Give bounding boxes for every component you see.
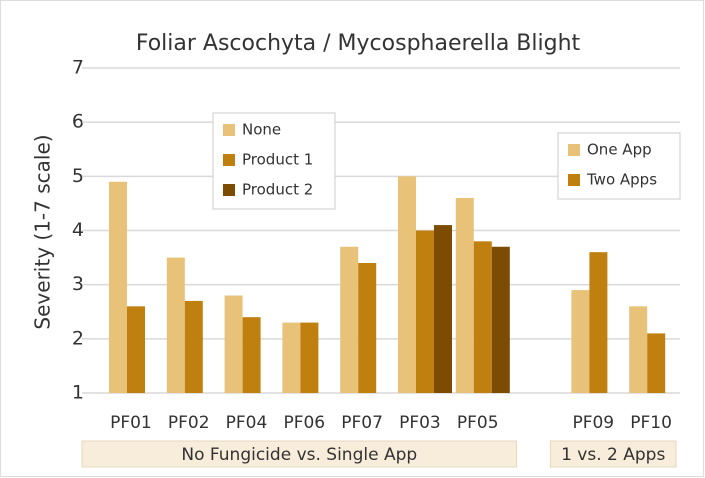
- legend-label: One App: [587, 141, 652, 159]
- y-tick-label: 3: [72, 273, 84, 295]
- x-tick-label: PF02: [168, 413, 210, 433]
- bar: [455, 198, 474, 393]
- bar: [282, 322, 301, 393]
- x-tick-label: PF01: [110, 413, 152, 433]
- y-tick-label: 2: [72, 327, 84, 349]
- bar: [224, 295, 243, 393]
- bar: [473, 241, 492, 393]
- bar: [358, 263, 377, 393]
- bar: [300, 322, 319, 393]
- legend-swatch: [223, 124, 235, 136]
- group-label: 1 vs. 2 Apps: [561, 445, 665, 465]
- group-label: No Fungicide vs. Single App: [181, 445, 417, 465]
- y-tick-label: 1: [72, 382, 84, 404]
- x-tick-label: PF03: [399, 413, 441, 433]
- bar: [571, 290, 590, 393]
- legend-label: Product 1: [242, 151, 313, 169]
- legend-swatch: [223, 184, 235, 196]
- legend-label: Product 2: [242, 181, 313, 199]
- bar: [184, 300, 203, 393]
- y-tick-label: 6: [72, 111, 84, 133]
- bar: [166, 257, 185, 393]
- chart-title: Foliar Ascochyta / Mycosphaerella Blight: [136, 31, 581, 56]
- bar: [589, 252, 608, 393]
- bar: [340, 246, 359, 393]
- legend-swatch: [568, 144, 580, 156]
- bar: [109, 181, 127, 393]
- bar: [398, 176, 416, 393]
- bar: [629, 306, 648, 393]
- y-axis-label: Severity (1-7 scale): [31, 134, 55, 329]
- group-box: [549, 440, 677, 468]
- x-tick-label: PF10: [630, 413, 672, 433]
- bar: [416, 230, 434, 393]
- x-tick-label: PF07: [341, 413, 383, 433]
- legend-swatch: [568, 174, 580, 186]
- x-tick-label: PF09: [572, 413, 614, 433]
- group-box: [81, 440, 518, 468]
- bar: [491, 246, 510, 393]
- legend-label: None: [242, 121, 281, 139]
- legend-label: Two Apps: [586, 171, 657, 189]
- bar: [127, 306, 145, 393]
- bar: [647, 333, 666, 393]
- x-tick-label: PF04: [226, 413, 268, 433]
- y-tick-label: 7: [72, 57, 84, 79]
- legend-swatch: [223, 154, 235, 166]
- bar: [434, 225, 452, 393]
- y-tick-label: 5: [72, 165, 84, 187]
- y-tick-label: 4: [72, 219, 84, 241]
- x-tick-label: PF06: [283, 413, 325, 433]
- bar: [242, 317, 261, 393]
- x-tick-label: PF05: [457, 413, 499, 433]
